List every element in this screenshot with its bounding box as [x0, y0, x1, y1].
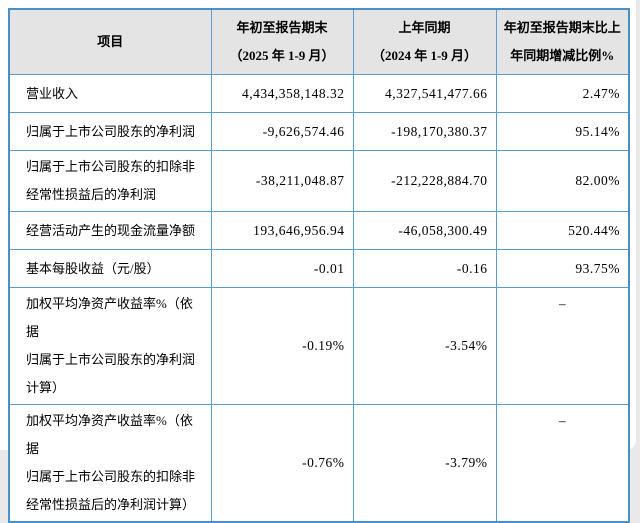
- item-label: 加权平均净资产收益率%（依据 归属于上市公司股东的扣除非 经常性损益后的净利润计…: [8, 404, 212, 523]
- item-label: 归属于上市公司股东的扣除非 经常性损益后的净利润: [8, 150, 212, 212]
- current-period-value: -0.01: [210, 249, 354, 288]
- column-header-prior-period: 上年同期 （2024 年 1-9 月）: [352, 8, 497, 75]
- table-row: 加权平均净资产收益率%（依据 归属于上市公司股东的净利润 计算） -0.19% …: [8, 287, 630, 405]
- item-label: 归属于上市公司股东的净利润: [8, 112, 212, 151]
- prior-period-value: 4,327,541,477.66: [352, 74, 497, 113]
- change-percent-value: 93.75%: [495, 249, 630, 288]
- change-percent-value: 2.47%: [495, 74, 630, 113]
- table-header-row: 项目 年初至报告期末 （2025 年 1-9 月） 上年同期 （2024 年 1…: [8, 8, 630, 75]
- change-percent-value: 82.00%: [495, 150, 630, 212]
- financial-summary-table: 项目 年初至报告期末 （2025 年 1-9 月） 上年同期 （2024 年 1…: [8, 8, 630, 523]
- change-percent-value: –: [495, 404, 630, 523]
- table-row: 经营活动产生的现金流量净额 193,646,956.94 -46,058,300…: [8, 211, 630, 250]
- prior-period-value: -3.79%: [352, 404, 497, 523]
- current-period-value: -0.19%: [210, 287, 354, 405]
- change-percent-value: 95.14%: [495, 112, 630, 151]
- current-period-value: -38,211,048.87: [210, 150, 354, 212]
- prior-period-value: -212,228,884.70: [352, 150, 497, 212]
- item-label: 基本每股收益（元/股）: [8, 249, 212, 288]
- column-header-item: 项目: [8, 8, 212, 75]
- prior-period-value: -46,058,300.49: [352, 211, 497, 250]
- current-period-value: 193,646,956.94: [210, 211, 354, 250]
- prior-period-value: -0.16: [352, 249, 497, 288]
- prior-period-value: -3.54%: [352, 287, 497, 405]
- current-period-value: -0.76%: [210, 404, 354, 523]
- change-percent-value: –: [495, 287, 630, 405]
- column-header-current-period: 年初至报告期末 （2025 年 1-9 月）: [210, 8, 354, 75]
- current-period-value: -9,626,574.46: [210, 112, 354, 151]
- table-row: 归属于上市公司股东的扣除非 经常性损益后的净利润 -38,211,048.87 …: [8, 150, 630, 212]
- table-row: 基本每股收益（元/股） -0.01 -0.16 93.75%: [8, 249, 630, 288]
- table-row: 归属于上市公司股东的净利润 -9,626,574.46 -198,170,380…: [8, 112, 630, 151]
- column-header-change-percent: 年初至报告期末比上 年同期增减比例%: [495, 8, 630, 75]
- item-label: 经营活动产生的现金流量净额: [8, 211, 212, 250]
- table-row: 营业收入 4,434,358,148.32 4,327,541,477.66 2…: [8, 74, 630, 113]
- table-row: 加权平均净资产收益率%（依据 归属于上市公司股东的扣除非 经常性损益后的净利润计…: [8, 404, 630, 523]
- change-percent-value: 520.44%: [495, 211, 630, 250]
- item-label: 营业收入: [8, 74, 212, 113]
- item-label: 加权平均净资产收益率%（依据 归属于上市公司股东的净利润 计算）: [8, 287, 212, 405]
- current-period-value: 4,434,358,148.32: [210, 74, 354, 113]
- prior-period-value: -198,170,380.37: [352, 112, 497, 151]
